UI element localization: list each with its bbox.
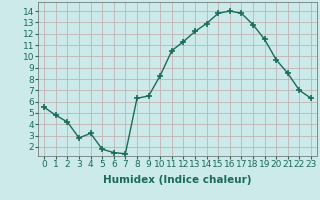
X-axis label: Humidex (Indice chaleur): Humidex (Indice chaleur) — [103, 175, 252, 185]
